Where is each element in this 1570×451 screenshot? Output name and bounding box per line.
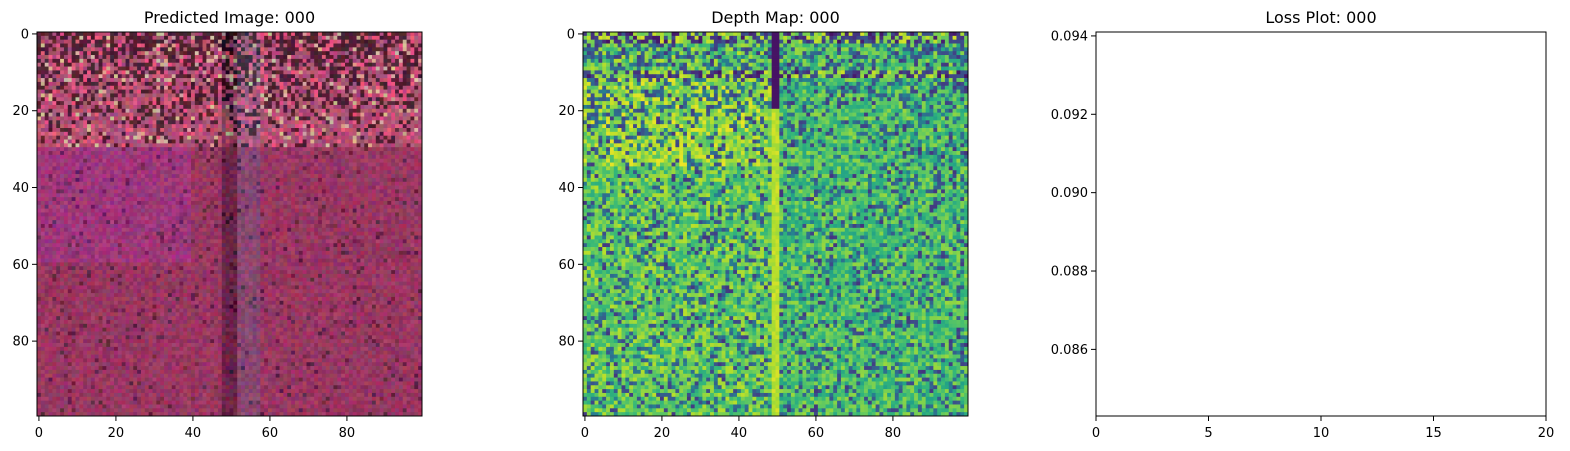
panel-title-loss-plot: Loss Plot: 000	[1265, 8, 1376, 27]
x-tick-label: 40	[185, 426, 202, 441]
y-tick-label: 0	[21, 27, 29, 42]
y-tick-label: 80	[12, 335, 29, 350]
y-tick-label: 0.094	[1051, 29, 1088, 44]
y-tick-label: 60	[558, 258, 575, 273]
panel-predicted-image: Predicted Image: 000 0 20 40 60 80 0 20 40 60 80	[12, 8, 422, 441]
y-tick-label: 40	[558, 181, 575, 196]
y-tick-label: 20	[12, 104, 29, 119]
panel-loss-plot: Loss Plot: 000 0 5 10 15 20 0.086 0.088 0.090 0.…	[1051, 8, 1554, 441]
x-tick-label: 0	[35, 426, 43, 441]
x-tick-label: 20	[654, 426, 671, 441]
x-tick-label: 5	[1204, 426, 1212, 441]
x-tick-label: 80	[339, 426, 356, 441]
x-tick-label: 40	[731, 426, 748, 441]
x-tick-label: 0	[581, 426, 589, 441]
y-tick-label: 0.086	[1051, 343, 1088, 358]
y-tick-label: 40	[12, 181, 29, 196]
loss-plot-area	[1096, 32, 1546, 416]
x-tick-label: 80	[885, 426, 902, 441]
panel-title-depth-map: Depth Map: 000	[711, 8, 840, 27]
x-tick-label: 60	[808, 426, 825, 441]
x-tick-label: 0	[1092, 426, 1100, 441]
y-tick-label: 0.090	[1051, 186, 1088, 201]
panel-title-predicted-image: Predicted Image: 000	[144, 8, 315, 27]
y-tick-label: 80	[558, 335, 575, 350]
x-tick-label: 15	[1425, 426, 1442, 441]
predicted-image-heatmap	[37, 32, 422, 416]
x-tick-label: 20	[1538, 426, 1555, 441]
x-tick-label: 60	[262, 426, 279, 441]
y-tick-label: 0	[567, 27, 575, 42]
y-tick-label: 0.092	[1051, 108, 1088, 123]
x-tick-label: 20	[108, 426, 125, 441]
y-tick-label: 0.088	[1051, 265, 1088, 280]
x-tick-label: 10	[1313, 426, 1330, 441]
panel-depth-map: Depth Map: 000 0 20 40 60 80 0 20 40 60 80	[558, 8, 968, 441]
y-tick-label: 60	[12, 258, 29, 273]
depth-map-heatmap	[583, 32, 968, 416]
y-tick-label: 20	[558, 104, 575, 119]
